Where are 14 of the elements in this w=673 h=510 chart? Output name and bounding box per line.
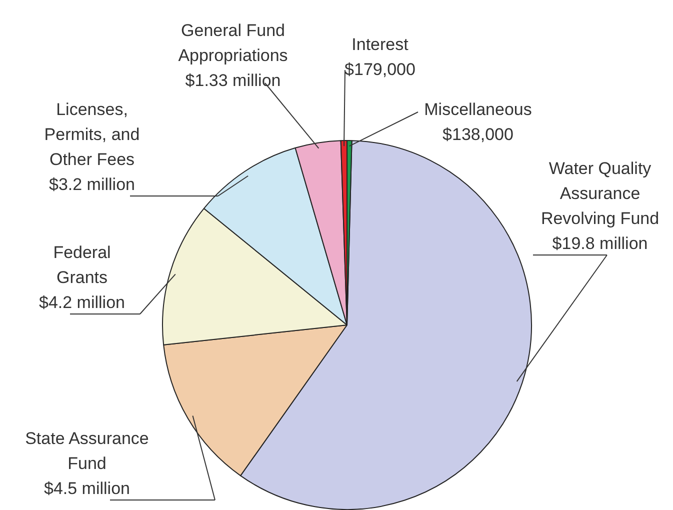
slice-label: Water Quality Assurance Revolving Fund xyxy=(540,159,660,228)
data-label: $19.8 million xyxy=(552,234,648,253)
data-label: $179,000 xyxy=(344,60,416,79)
slice-label: General Fund Appropriations xyxy=(178,21,288,65)
slice-label: Licenses, Permits, and Other Fees xyxy=(44,100,140,169)
slice-label: Interest xyxy=(352,35,409,54)
data-label: $3.2 million xyxy=(49,175,135,194)
data-label: $138,000 xyxy=(442,125,514,144)
slice-label: Federal Grants xyxy=(53,243,111,287)
slice-label: Miscellaneous xyxy=(424,100,532,119)
data-label: $4.5 million xyxy=(44,479,130,498)
slice-label: State Assurance Fund xyxy=(25,429,149,473)
data-label: $1.33 million xyxy=(185,71,281,90)
data-label: $4.2 million xyxy=(39,293,125,312)
